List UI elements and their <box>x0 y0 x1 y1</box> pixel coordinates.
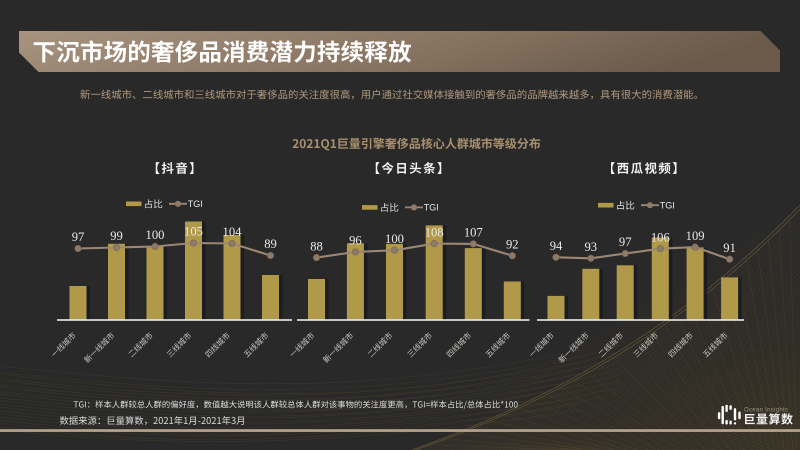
svg-text:TGI: TGI <box>424 203 439 213</box>
svg-text:92: 92 <box>506 237 519 251</box>
svg-text:108: 108 <box>425 225 444 239</box>
svg-text:Ocean Insights: Ocean Insights <box>744 407 788 413</box>
svg-text:89: 89 <box>264 237 277 251</box>
svg-text:104: 104 <box>223 225 243 239</box>
svg-text:106: 106 <box>651 230 670 244</box>
svg-text:107: 107 <box>464 226 483 240</box>
svg-text:99: 99 <box>110 229 123 243</box>
svg-text:100: 100 <box>385 232 404 246</box>
svg-text:TGI: TGI <box>660 200 675 210</box>
svg-text:105: 105 <box>184 225 203 239</box>
svg-text:TGI: TGI <box>188 199 203 209</box>
svg-text:97: 97 <box>72 230 85 244</box>
svg-text:109: 109 <box>686 229 705 243</box>
svg-text:94: 94 <box>550 239 563 253</box>
svg-text:96: 96 <box>349 234 362 248</box>
svg-text:93: 93 <box>585 240 598 254</box>
svg-text:91: 91 <box>723 241 736 255</box>
svg-text:97: 97 <box>619 235 632 249</box>
svg-text:88: 88 <box>310 239 323 253</box>
svg-text:100: 100 <box>146 228 165 242</box>
